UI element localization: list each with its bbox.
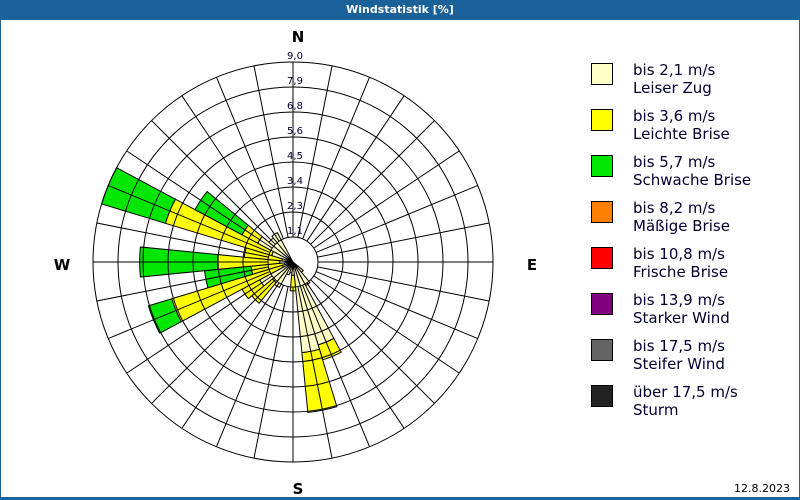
wind-rose-chart: 1,1 2,3 3,4 4,5 5,6 6,8 7,9 9,0 N S W E — [54, 28, 537, 497]
ring-label: 7,9 — [287, 76, 303, 87]
window-title: Windstatistik [%] — [0, 0, 800, 20]
rose-bar-segment — [194, 190, 250, 236]
ring-label: 5,6 — [287, 126, 303, 137]
footer-date: 12.8.2023 — [734, 482, 790, 495]
legend-swatch — [591, 155, 613, 177]
grid-spoke — [297, 65, 333, 238]
legend-swatch — [591, 247, 613, 269]
grid-spoke — [108, 185, 271, 253]
compass-south: S — [293, 480, 304, 497]
legend-range: bis 17,5 m/s — [633, 337, 725, 355]
compass-east: E — [527, 256, 537, 274]
legend-range: bis 8,2 m/s — [633, 199, 716, 217]
legend-swatch — [591, 109, 613, 131]
legend-label: Schwache Brise — [633, 171, 752, 189]
grid-spoke — [181, 282, 280, 429]
rose-bar-segment — [301, 348, 338, 413]
ring-labels: 1,1 2,3 3,4 4,5 5,6 6,8 7,9 9,0 — [287, 51, 303, 237]
grid-spoke — [310, 120, 435, 245]
wind-rose-bars — [100, 167, 342, 413]
legend-range: über 17,5 m/s — [633, 383, 738, 401]
legend-label: Sturm — [633, 401, 679, 419]
legend-label: Leichte Brise — [633, 125, 730, 143]
grid-spoke — [151, 279, 276, 404]
polar-grid — [92, 61, 494, 463]
grid-spoke — [306, 95, 405, 242]
legend-range: bis 2,1 m/s — [633, 61, 716, 79]
grid-spoke — [302, 284, 370, 447]
ring-label: 3,4 — [287, 176, 303, 187]
ring-label: 1,1 — [287, 226, 303, 237]
grid-spoke — [96, 266, 269, 302]
grid-spoke — [108, 271, 271, 339]
grid-spoke — [126, 275, 273, 374]
legend-label: Leiser Zug — [633, 79, 712, 97]
legend-label: Steifer Wind — [633, 355, 725, 373]
grid-spoke — [297, 286, 333, 459]
legend-range: bis 5,7 m/s — [633, 153, 716, 171]
grid-spoke — [126, 150, 273, 249]
rose-bar-segment — [271, 231, 294, 263]
legend-range: bis 10,8 m/s — [633, 245, 725, 263]
compass-west: W — [54, 256, 71, 274]
chart-frame: 1,1 2,3 3,4 4,5 5,6 6,8 7,9 9,0 N S W E bis 2,1… — [0, 20, 800, 500]
legend-swatch — [591, 63, 613, 85]
grid-spoke — [313, 275, 460, 374]
ring-label: 6,8 — [287, 101, 303, 112]
grid-spoke — [306, 282, 405, 429]
grid-spoke — [313, 150, 460, 249]
legend-label: Mäßige Brise — [633, 217, 730, 235]
legend-label: Starker Wind — [633, 309, 730, 327]
grid-spoke — [317, 266, 490, 302]
grid-spoke — [216, 284, 284, 447]
ring-label: 9,0 — [287, 51, 303, 62]
compass-north: N — [292, 28, 305, 46]
grid-spoke — [253, 65, 289, 238]
legend-range: bis 3,6 m/s — [633, 107, 716, 125]
grid-spoke — [317, 222, 490, 258]
grid-spoke — [315, 271, 478, 339]
legend-label: Frische Brise — [633, 263, 729, 281]
ring-label: 4,5 — [287, 151, 303, 162]
grid-spoke — [310, 279, 435, 404]
grid-spoke — [315, 185, 478, 253]
grid-spoke — [151, 120, 276, 245]
ring-label: 2,3 — [287, 201, 303, 212]
grid-spoke — [302, 77, 370, 240]
grid-spoke — [253, 286, 289, 459]
grid-spoke — [96, 222, 269, 258]
legend-swatch — [591, 293, 613, 315]
grid-spoke — [181, 95, 280, 242]
legend-swatch — [591, 339, 613, 361]
legend-range: bis 13,9 m/s — [633, 291, 725, 309]
grid-spoke — [216, 77, 284, 240]
legend-swatch — [591, 385, 613, 407]
legend-swatch — [591, 201, 613, 223]
